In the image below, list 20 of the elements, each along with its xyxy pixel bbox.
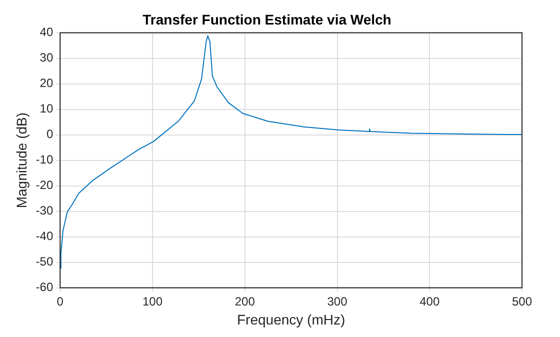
- x-tick-label: 500: [512, 294, 532, 308]
- x-axis-title: Frequency (mHz): [237, 311, 346, 328]
- chart-title: Transfer Function Estimate via Welch: [142, 11, 392, 28]
- x-tick-label: 200: [234, 294, 256, 308]
- y-tick-label: 10: [40, 102, 54, 116]
- x-tick-label: 0: [56, 294, 64, 308]
- y-tick-label: 20: [40, 76, 54, 90]
- y-axis-title: Magnitude (dB): [13, 112, 30, 208]
- y-tick-label: -20: [36, 178, 54, 192]
- x-tick-label: 400: [420, 294, 440, 308]
- y-tick-label: -60: [36, 280, 54, 294]
- y-tick-label: -40: [36, 229, 54, 244]
- x-tick-label: 100: [142, 294, 163, 308]
- x-tick-label: 300: [327, 294, 348, 308]
- y-tick-label: -10: [36, 152, 54, 167]
- y-tick-label: -30: [36, 204, 54, 218]
- y-tick-label: -50: [36, 254, 54, 269]
- y-tick-label: 40: [40, 25, 54, 40]
- y-tick-label: 30: [40, 50, 54, 65]
- y-tick-label: 0: [46, 127, 54, 142]
